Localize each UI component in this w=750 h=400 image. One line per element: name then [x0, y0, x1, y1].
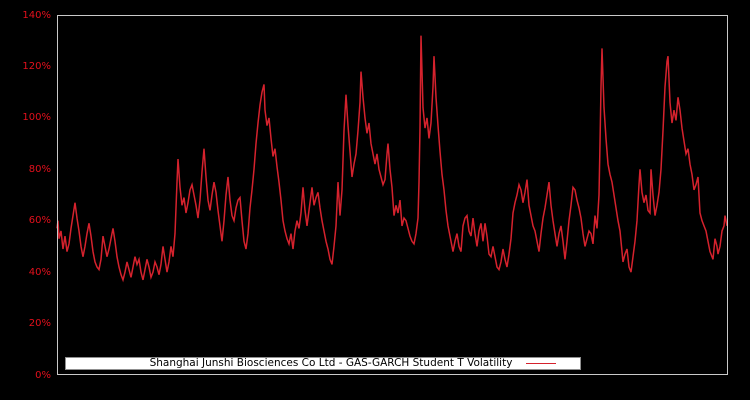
y-tick-label: 20% — [28, 318, 51, 330]
y-tick-label: 120% — [22, 60, 51, 72]
legend-line-sample — [526, 363, 557, 364]
legend-label: Shanghai Junshi Biosciences Co Ltd - GAS… — [149, 357, 513, 369]
y-tick-label: 40% — [28, 266, 51, 278]
y-tick-label: 0% — [35, 369, 51, 381]
plot-area-border — [57, 15, 728, 375]
y-tick-label: 80% — [28, 163, 51, 175]
volatility-line-series — [56, 35, 728, 283]
y-tick-label: 100% — [22, 112, 51, 124]
y-tick-label: 140% — [22, 9, 51, 21]
legend: Shanghai Junshi Biosciences Co Ltd - GAS… — [65, 357, 581, 370]
y-tick-label: 60% — [28, 215, 51, 227]
